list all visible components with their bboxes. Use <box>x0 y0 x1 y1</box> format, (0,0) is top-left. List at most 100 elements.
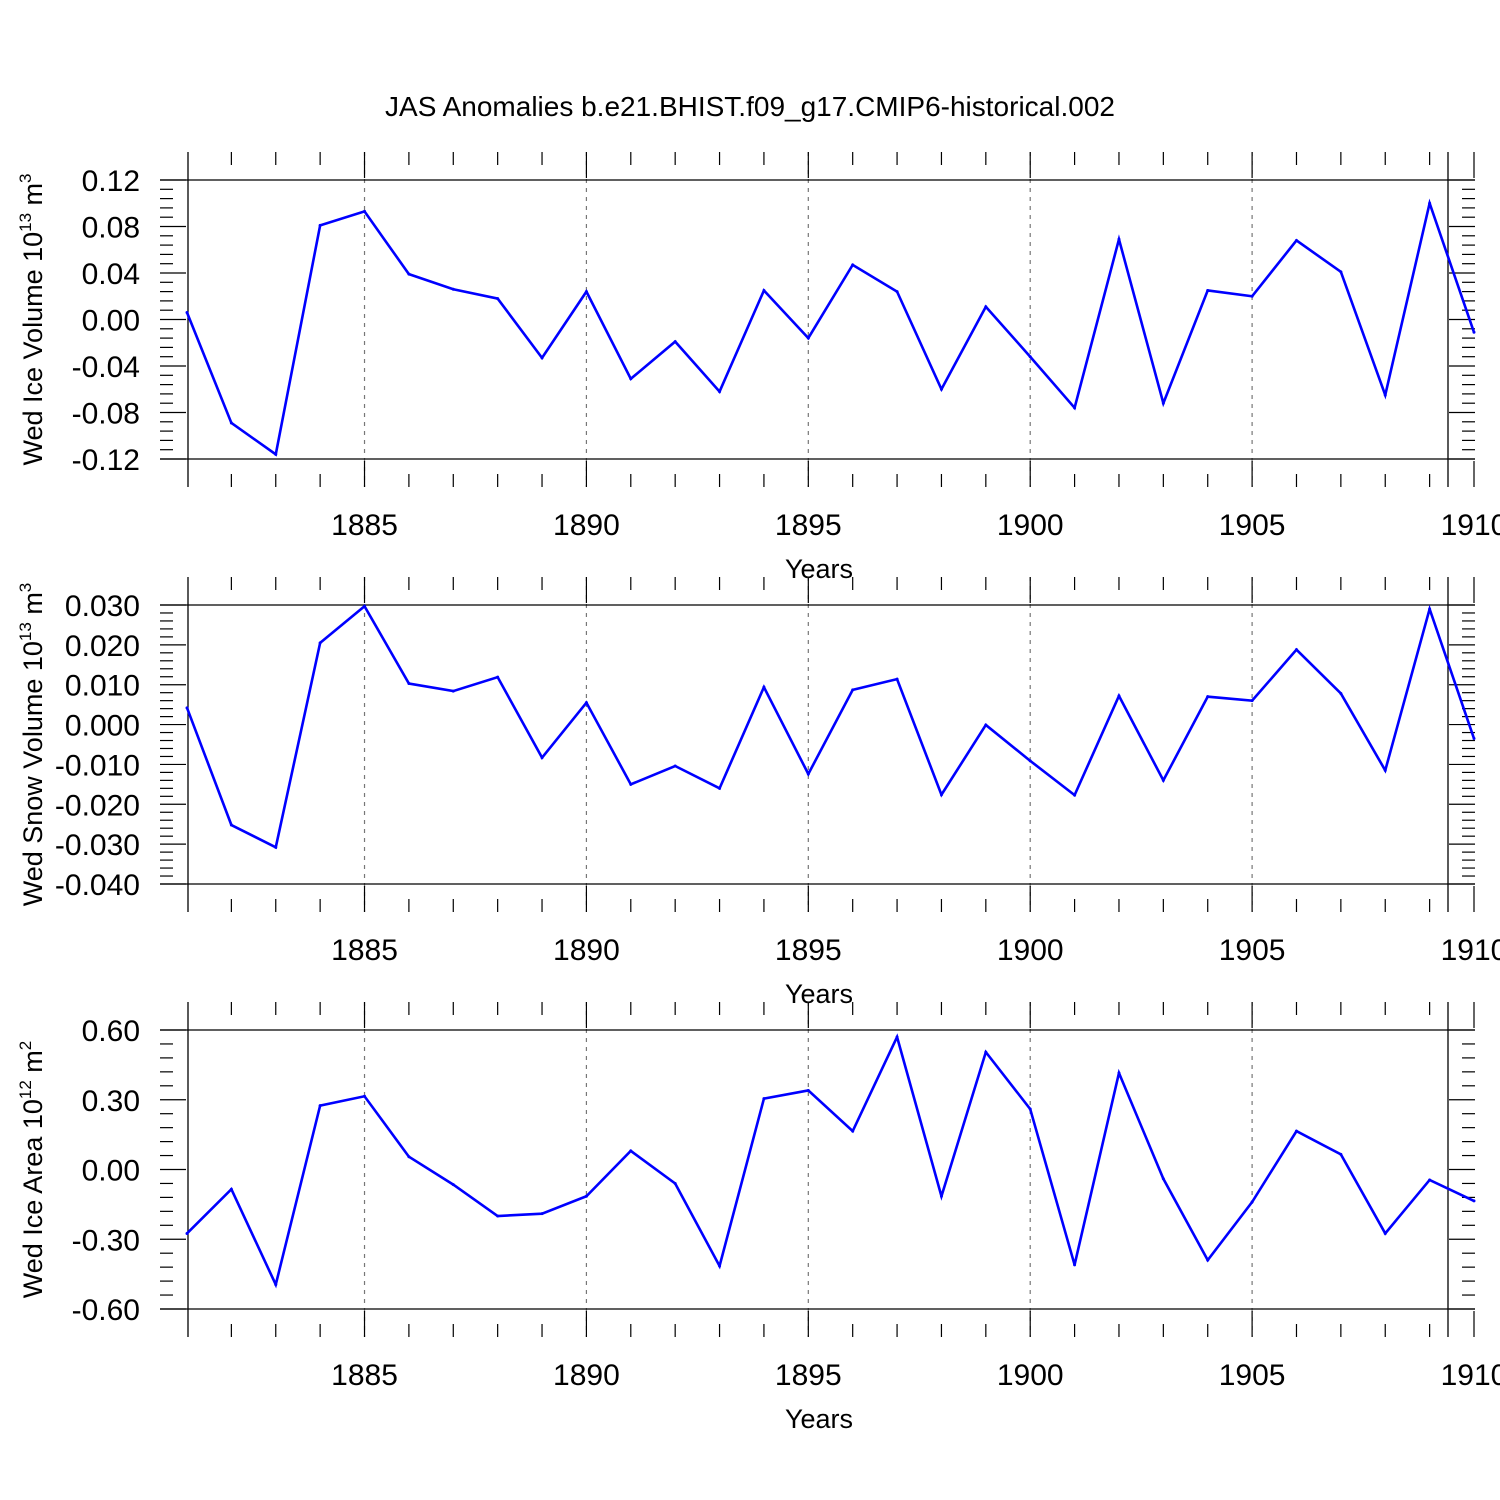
data-point-1894 <box>762 1097 766 1101</box>
data-point-1889 <box>540 756 544 760</box>
data-point-1896 <box>851 263 855 267</box>
data-point-1910 <box>1472 330 1476 334</box>
y-axis-label-superscript: 3 <box>16 583 35 592</box>
y-tick-label: 0.00 <box>82 1155 140 1188</box>
y-tick-label: -0.030 <box>55 829 140 862</box>
data-point-1905 <box>1250 1200 1254 1204</box>
y-tick-label: 0.010 <box>65 670 140 703</box>
data-point-1885 <box>363 209 367 213</box>
data-point-1881 <box>185 706 189 710</box>
data-point-1904 <box>1206 695 1210 699</box>
data-point-1885 <box>363 1094 367 1098</box>
x-tick-label: 1910 <box>1441 934 1500 967</box>
y-tick-label: 0.00 <box>82 305 140 338</box>
data-point-1902 <box>1117 694 1121 698</box>
data-point-1906 <box>1294 1129 1298 1133</box>
data-point-1906 <box>1294 238 1298 242</box>
y-axis-label: Wed Ice Volume 1013 m3 <box>16 173 48 465</box>
data-point-1882 <box>229 1187 233 1191</box>
data-point-1891 <box>629 782 633 786</box>
x-tick-label: 1900 <box>997 1359 1064 1392</box>
y-tick-label: -0.30 <box>72 1224 140 1257</box>
data-point-1903 <box>1161 401 1165 405</box>
y-tick-label: -0.010 <box>55 749 140 782</box>
data-point-1884 <box>318 223 322 227</box>
data-point-1887 <box>451 1183 455 1187</box>
data-point-1900 <box>1028 355 1032 359</box>
data-point-1901 <box>1073 406 1077 410</box>
data-point-1905 <box>1250 699 1254 703</box>
data-point-1899 <box>984 1050 988 1054</box>
data-point-1899 <box>984 305 988 309</box>
data-point-1890 <box>584 1194 588 1198</box>
data-point-1892 <box>673 764 677 768</box>
data-point-1892 <box>673 340 677 344</box>
data-point-1882 <box>229 421 233 425</box>
data-point-1896 <box>851 688 855 692</box>
y-axis-label: Wed Snow Volume 1013 m3 <box>16 583 48 907</box>
data-point-1892 <box>673 1181 677 1185</box>
x-axis-label: Years <box>785 979 853 1009</box>
y-tick-label: 0.04 <box>82 258 140 291</box>
data-point-1893 <box>718 390 722 394</box>
data-point-1908 <box>1383 393 1387 397</box>
y-tick-label: -0.040 <box>55 869 140 902</box>
data-point-1907 <box>1339 691 1343 695</box>
y-axis-label-part: m <box>18 592 48 622</box>
y-axis-label-superscript: 13 <box>16 622 35 641</box>
data-point-1898 <box>939 793 943 797</box>
data-point-1902 <box>1117 1071 1121 1075</box>
data-point-1898 <box>939 387 943 391</box>
data-point-1894 <box>762 685 766 689</box>
data-point-1897 <box>895 290 899 294</box>
y-axis-label: Wed Ice Area 1012 m2 <box>16 1041 48 1299</box>
y-axis-label-part: m <box>18 183 48 213</box>
data-point-1904 <box>1206 1258 1210 1262</box>
x-tick-label: 1905 <box>1219 1359 1286 1392</box>
data-point-1885 <box>363 604 367 608</box>
y-tick-label: 0.000 <box>65 710 140 743</box>
y-axis-label-superscript: 3 <box>16 173 35 182</box>
x-tick-label: 1895 <box>775 1359 842 1392</box>
y-tick-label: -0.020 <box>55 789 140 822</box>
x-tick-label: 1890 <box>553 934 620 967</box>
data-point-1899 <box>984 723 988 727</box>
data-point-1902 <box>1117 237 1121 241</box>
data-point-1904 <box>1206 288 1210 292</box>
data-point-1900 <box>1028 759 1032 763</box>
data-point-1884 <box>318 641 322 645</box>
data-point-1900 <box>1028 1107 1032 1111</box>
data-point-1901 <box>1073 793 1077 797</box>
data-point-1891 <box>629 377 633 381</box>
y-tick-label: 0.60 <box>82 1015 140 1048</box>
x-tick-label: 1885 <box>331 1359 398 1392</box>
panel-ice-volume: -0.12 -0.08 -0.04 0.00 0.04 0.08 0.12 1885 1890 1… <box>16 152 1500 584</box>
data-point-1887 <box>451 689 455 693</box>
data-point-1886 <box>407 682 411 686</box>
x-tick-label: 1910 <box>1441 1359 1500 1392</box>
data-point-1910 <box>1472 1199 1476 1203</box>
y-tick-label: 0.030 <box>65 590 140 623</box>
data-point-1903 <box>1161 1177 1165 1181</box>
data-point-1889 <box>540 1212 544 1216</box>
data-point-1905 <box>1250 294 1254 298</box>
y-tick-label: 0.020 <box>65 630 140 663</box>
y-tick-label: -0.60 <box>72 1294 140 1327</box>
data-point-1890 <box>584 290 588 294</box>
data-point-1901 <box>1073 1263 1077 1267</box>
x-axis-label: Years <box>785 554 853 584</box>
x-tick-label: 1905 <box>1219 509 1286 542</box>
data-point-1883 <box>274 1283 278 1287</box>
data-point-1894 <box>762 288 766 292</box>
x-tick-label: 1895 <box>775 509 842 542</box>
data-point-1891 <box>629 1149 633 1153</box>
data-point-1895 <box>806 772 810 776</box>
y-axis-label-part: Wed Ice Area 10 <box>18 1099 48 1298</box>
data-point-1893 <box>718 1264 722 1268</box>
data-point-1884 <box>318 1104 322 1108</box>
data-point-1903 <box>1161 778 1165 782</box>
data-point-1897 <box>895 677 899 681</box>
data-point-1908 <box>1383 1231 1387 1235</box>
data-point-1906 <box>1294 648 1298 652</box>
